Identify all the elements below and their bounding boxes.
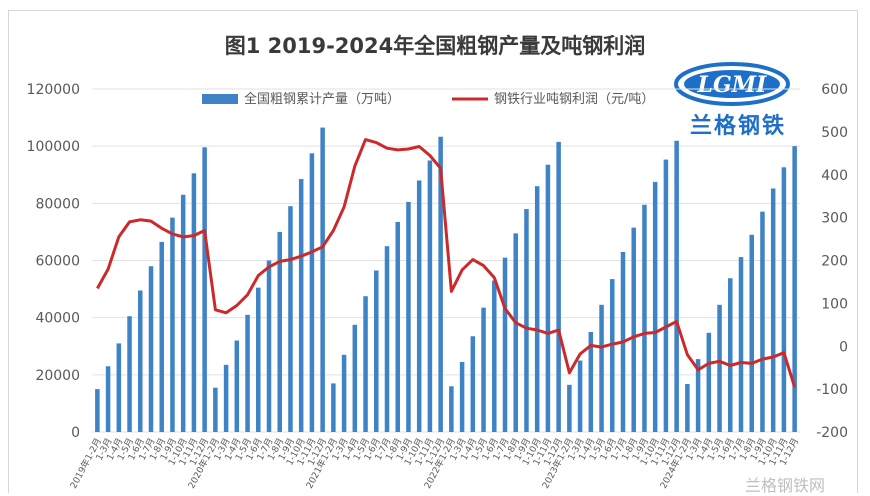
production-bar [427,160,433,433]
y-right-tick-label: 500 [821,125,848,141]
production-bar [138,290,143,432]
production-bar [760,211,765,432]
production-bar [642,204,647,432]
production-bar [213,387,218,432]
production-bar [191,173,197,432]
production-bar [95,389,100,432]
y-right-tick-label: 100 [821,296,848,312]
production-bar [170,217,175,432]
production-bar [599,304,604,432]
chart-title: 图1 2019-2024年全国粗钢产量及吨钢利润 [224,34,646,58]
y-left-tick-label: 100000 [27,139,80,155]
production-bar [492,280,497,432]
production-bar [770,188,776,432]
production-bar [288,206,293,432]
production-bar [459,361,465,432]
production-bar [341,354,347,432]
y-right-tick-label: -100 [816,382,848,398]
y-right-tick-label: 600 [821,82,848,98]
production-bar [105,366,111,432]
production-bar [588,331,594,432]
production-bar [148,266,154,432]
legend-label-profit: 钢铁行业吨钢利润（元/吨） [494,92,654,107]
production-bar [384,246,390,432]
production-bar [631,227,636,432]
legend-label-production: 全国粗钢累计产量（万吨） [244,91,400,107]
lgmi-logo-icon: LGMI [674,62,790,106]
production-bar [223,364,229,432]
production-bar [256,287,261,432]
production-bar [374,270,379,432]
production-bar [652,181,658,432]
production-bar [781,167,787,432]
production-bar [481,307,486,432]
production-bar [470,336,476,432]
production-bar [309,153,315,432]
production-bar [395,221,400,432]
production-bar [406,201,411,432]
production-bar [610,279,615,432]
y-left-tick-label: 80000 [35,196,80,212]
production-bar [277,231,282,432]
production-bar [298,179,304,432]
production-bar [792,146,797,432]
production-bar [545,164,551,432]
production-bar [159,241,164,432]
production-bar [524,209,529,432]
y-right-tick-label: 0 [839,339,848,355]
production-bar [674,140,679,432]
y-right-tick-label: 300 [821,211,848,227]
production-bar [502,257,508,432]
production-bar [513,233,518,432]
watermark: 兰格钢铁网 [745,476,826,495]
y-right-tick-label: -200 [816,425,848,441]
production-bar [202,147,207,432]
y-left-tick-label: 40000 [35,311,80,327]
logo-mark: LGMI [697,72,768,98]
production-bar [352,324,358,432]
production-bar [320,127,325,433]
production-bar [449,386,454,432]
production-bar [577,360,583,432]
production-bar [363,296,368,432]
production-bar [738,257,744,432]
y-left-tick-label: 0 [71,425,80,441]
production-bar [127,316,132,432]
production-bar [438,136,443,432]
production-bar [706,332,712,432]
production-bar [234,340,240,432]
production-bar [728,278,733,432]
y-left-tick-label: 20000 [35,368,80,384]
production-bar [749,234,754,432]
y-right-tick-label: 400 [821,168,848,184]
production-bar [663,159,669,432]
y-left-tick-label: 120000 [27,82,80,98]
production-bar [331,383,336,432]
production-bar [266,260,272,432]
production-bar [245,314,250,432]
y-left-tick-label: 60000 [35,254,80,270]
production-bar [567,384,572,432]
production-bar [180,194,186,432]
production-bar [116,343,122,432]
production-bar [685,383,690,432]
production-bar [556,141,561,433]
production-bar [717,304,722,432]
x-tick-label: 2019年1-2月 [67,436,104,491]
logo-text: 兰格钢铁 [690,113,787,139]
y-right-tick-label: 200 [821,254,848,270]
profit-line [96,138,797,388]
production-bar [534,186,540,432]
production-bar [416,180,422,432]
legend-swatch-production [202,94,238,104]
production-bar [695,359,701,432]
